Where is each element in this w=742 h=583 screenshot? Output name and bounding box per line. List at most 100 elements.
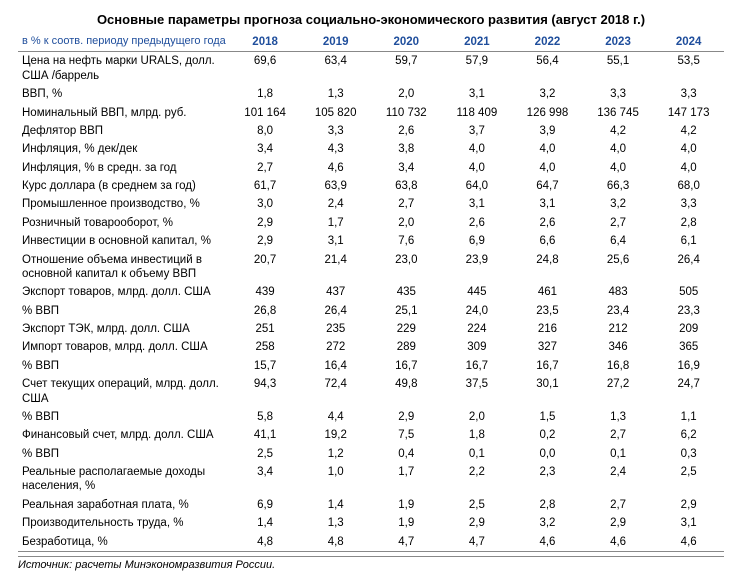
- cell: 224: [442, 320, 513, 338]
- cell: 6,9: [230, 496, 301, 514]
- cell: 72,4: [300, 375, 371, 408]
- cell: 1,9: [371, 514, 442, 532]
- cell: 4,4: [300, 408, 371, 426]
- cell: 3,1: [512, 195, 583, 213]
- cell: 66,3: [583, 177, 654, 195]
- cell: 4,0: [653, 140, 724, 158]
- header-row: в % к соотв. периоду предыдущего года 20…: [18, 33, 724, 52]
- table-row: Инфляция, % дек/дек3,44,33,84,04,04,04,0: [18, 140, 724, 158]
- cell: 1,7: [371, 463, 442, 496]
- cell: 4,6: [583, 533, 654, 552]
- cell: 3,1: [300, 232, 371, 250]
- cell: 7,5: [371, 426, 442, 444]
- row-label: Экспорт ТЭК, млрд. долл. США: [18, 320, 230, 338]
- cell: 309: [442, 338, 513, 356]
- cell: 56,4: [512, 52, 583, 85]
- cell: 0,0: [512, 445, 583, 463]
- cell: 24,0: [442, 302, 513, 320]
- cell: 1,3: [300, 514, 371, 532]
- cell: 2,9: [230, 232, 301, 250]
- cell: 5,8: [230, 408, 301, 426]
- cell: 2,5: [230, 445, 301, 463]
- cell: 346: [583, 338, 654, 356]
- cell: 2,6: [371, 122, 442, 140]
- cell: 289: [371, 338, 442, 356]
- cell: 1,2: [300, 445, 371, 463]
- cell: 229: [371, 320, 442, 338]
- cell: 3,8: [371, 140, 442, 158]
- cell: 6,2: [653, 426, 724, 444]
- cell: 4,8: [230, 533, 301, 552]
- cell: 235: [300, 320, 371, 338]
- cell: 19,2: [300, 426, 371, 444]
- cell: 3,1: [442, 85, 513, 103]
- cell: 2,0: [371, 85, 442, 103]
- cell: 3,3: [583, 85, 654, 103]
- row-label: % ВВП: [18, 302, 230, 320]
- cell: 3,4: [230, 463, 301, 496]
- table-row: Производительность труда, %1,41,31,92,93…: [18, 514, 724, 532]
- cell: 64,7: [512, 177, 583, 195]
- cell: 63,9: [300, 177, 371, 195]
- table-row: Цена на нефть марки URALS, долл. США /ба…: [18, 52, 724, 85]
- cell: 1,8: [442, 426, 513, 444]
- cell: 3,0: [230, 195, 301, 213]
- table-row: Инфляция, % в средн. за год2,74,63,44,04…: [18, 159, 724, 177]
- cell: 16,4: [300, 357, 371, 375]
- cell: 30,1: [512, 375, 583, 408]
- cell: 3,7: [442, 122, 513, 140]
- cell: 16,7: [371, 357, 442, 375]
- cell: 94,3: [230, 375, 301, 408]
- cell: 26,8: [230, 302, 301, 320]
- cell: 20,7: [230, 251, 301, 284]
- cell: 2,8: [512, 496, 583, 514]
- table-row: Безработица, %4,84,84,74,74,64,64,6: [18, 533, 724, 552]
- cell: 64,0: [442, 177, 513, 195]
- row-label: Розничный товарооборот, %: [18, 214, 230, 232]
- cell: 3,4: [371, 159, 442, 177]
- table-row: % ВВП26,826,425,124,023,523,423,3: [18, 302, 724, 320]
- cell: 251: [230, 320, 301, 338]
- cell: 4,0: [583, 159, 654, 177]
- cell: 4,6: [512, 533, 583, 552]
- cell: 2,4: [300, 195, 371, 213]
- cell: 4,0: [512, 140, 583, 158]
- cell: 68,0: [653, 177, 724, 195]
- cell: 1,5: [512, 408, 583, 426]
- cell: 25,6: [583, 251, 654, 284]
- cell: 2,9: [653, 496, 724, 514]
- cell: 4,2: [583, 122, 654, 140]
- year-2023: 2023: [583, 33, 654, 52]
- cell: 57,9: [442, 52, 513, 85]
- cell: 2,7: [583, 214, 654, 232]
- cell: 2,2: [442, 463, 513, 496]
- cell: 8,0: [230, 122, 301, 140]
- cell: 2,9: [442, 514, 513, 532]
- row-label: Счет текущих операций, млрд. долл. США: [18, 375, 230, 408]
- cell: 1,4: [230, 514, 301, 532]
- table-row: Счет текущих операций, млрд. долл. США94…: [18, 375, 724, 408]
- cell: 21,4: [300, 251, 371, 284]
- table-row: Инвестиции в основной капитал, %2,93,17,…: [18, 232, 724, 250]
- table-row: % ВВП2,51,20,40,10,00,10,3: [18, 445, 724, 463]
- cell: 461: [512, 283, 583, 301]
- cell: 26,4: [300, 302, 371, 320]
- row-label: Импорт товаров, млрд. долл. США: [18, 338, 230, 356]
- table-row: Розничный товарооборот, %2,91,72,02,62,6…: [18, 214, 724, 232]
- cell: 2,7: [583, 426, 654, 444]
- cell: 101 164: [230, 104, 301, 122]
- cell: 136 745: [583, 104, 654, 122]
- cell: 27,2: [583, 375, 654, 408]
- cell: 16,9: [653, 357, 724, 375]
- cell: 445: [442, 283, 513, 301]
- cell: 3,2: [583, 195, 654, 213]
- cell: 26,4: [653, 251, 724, 284]
- cell: 4,2: [653, 122, 724, 140]
- cell: 212: [583, 320, 654, 338]
- cell: 49,8: [371, 375, 442, 408]
- cell: 4,6: [300, 159, 371, 177]
- forecast-table: в % к соотв. периоду предыдущего года 20…: [18, 33, 724, 552]
- header-label: в % к соотв. периоду предыдущего года: [18, 33, 230, 52]
- year-2022: 2022: [512, 33, 583, 52]
- row-label: ВВП, %: [18, 85, 230, 103]
